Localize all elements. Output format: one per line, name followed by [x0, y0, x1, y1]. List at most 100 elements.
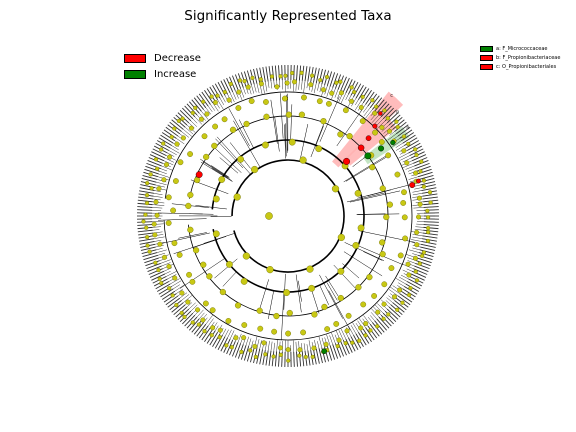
- leaf-label-mark: [326, 71, 333, 86]
- taxon-node: [337, 267, 345, 275]
- leaf-label-mark: [420, 181, 436, 186]
- taxon-node: [241, 335, 247, 341]
- taxon-node: [144, 193, 150, 198]
- taxon-node: [144, 201, 150, 206]
- taxon-node: [192, 247, 200, 254]
- taxon-node: [262, 141, 269, 149]
- leaf-label-mark: [137, 209, 153, 211]
- taxon-node: [345, 312, 352, 319]
- taxon-node: [242, 252, 250, 260]
- taxon-node: [157, 276, 162, 281]
- leaf-label-mark: [404, 286, 418, 295]
- branch-line: [212, 146, 242, 173]
- leaf-label-mark: [145, 260, 160, 267]
- leaf-label-mark: [139, 241, 155, 245]
- taxon-node: [388, 265, 395, 271]
- taxon-node: [257, 325, 264, 332]
- taxon-node: [172, 126, 177, 131]
- leaf-label-mark: [155, 142, 170, 151]
- leaf-label-mark: [167, 297, 180, 308]
- leaf-label-mark: [271, 65, 275, 81]
- taxon-node: [337, 294, 344, 302]
- taxon-node: [418, 169, 423, 174]
- taxon-node: [300, 329, 307, 336]
- leaf-label-mark: [137, 202, 153, 206]
- taxon-node: [301, 94, 307, 101]
- taxon-node: [245, 84, 251, 90]
- taxon-node: [170, 293, 175, 298]
- taxon-node: [278, 352, 283, 357]
- branch-line: [200, 158, 230, 179]
- taxon-node: [355, 284, 362, 291]
- taxon-node: [222, 89, 227, 95]
- clade-legend-label-c: c: O_Propionibacteriales: [496, 63, 557, 70]
- clade-c-swatch: [480, 63, 493, 70]
- leaf-label-mark: [259, 349, 263, 365]
- leaf-label-mark: [388, 306, 401, 318]
- branch-line: [268, 291, 274, 320]
- taxon-node: [357, 338, 362, 343]
- leaf-label-mark: [345, 79, 353, 94]
- taxon-node: [156, 186, 162, 192]
- leaf-label-mark: [372, 322, 383, 335]
- taxon-node: [266, 266, 274, 274]
- taxon-node: [420, 253, 425, 259]
- taxon-node: [379, 239, 386, 246]
- taxon-node: [229, 126, 237, 133]
- leaf-label-mark: [365, 91, 375, 105]
- leaf-label-mark: [196, 324, 207, 337]
- taxon-node: [221, 116, 228, 123]
- leaf-label-mark: [386, 112, 399, 124]
- leaf-label-mark: [142, 174, 158, 180]
- taxon-node: [381, 316, 386, 321]
- taxon-node: [182, 314, 187, 320]
- taxon-node: [291, 79, 297, 85]
- taxon-node: [395, 307, 400, 312]
- taxon-node: [386, 201, 393, 208]
- taxon-node: [413, 147, 418, 152]
- taxon-node: [379, 124, 385, 130]
- taxon-node: [242, 78, 247, 84]
- taxon-node: [284, 80, 290, 86]
- leaf-label-mark: [416, 260, 431, 267]
- taxon-node: [320, 118, 327, 125]
- taxon-node: [288, 138, 296, 146]
- leaf-label-mark: [265, 350, 269, 366]
- taxon-node: [211, 142, 218, 149]
- leaf-label-mark: [419, 249, 435, 254]
- taxon-node: [324, 74, 330, 80]
- taxon-node: [161, 254, 167, 260]
- taxon-node: [350, 340, 355, 345]
- taxon-node: [334, 80, 339, 85]
- taxon-node: [237, 78, 243, 83]
- leaf-label-mark: [271, 351, 275, 367]
- taxon-node: [176, 118, 181, 123]
- branch-line: [228, 108, 250, 147]
- decrease-node: [343, 157, 351, 165]
- leaf-label-mark: [369, 95, 380, 108]
- clade-legend-item-c: c: O_Propionibacteriales: [480, 62, 560, 71]
- taxon-node: [224, 343, 229, 348]
- leaf-label-mark: [160, 134, 174, 144]
- taxon-node: [171, 240, 178, 247]
- taxon-node: [169, 134, 174, 140]
- taxon-node: [360, 94, 365, 100]
- taxon-node: [338, 90, 344, 96]
- taxon-node: [201, 99, 206, 104]
- taxon-node: [170, 207, 177, 214]
- legend: Decrease Increase: [124, 50, 201, 82]
- branch-line: [349, 190, 401, 203]
- taxon-node: [425, 215, 431, 220]
- leaf-label-mark: [140, 246, 156, 251]
- taxon-node: [385, 152, 392, 159]
- taxon-node: [237, 155, 245, 163]
- leaf-label-mark: [231, 75, 239, 90]
- leaf-label-mark: [422, 235, 438, 239]
- taxon-node: [395, 124, 400, 130]
- leaf-label-mark: [340, 76, 347, 91]
- taxon-node: [252, 343, 258, 349]
- taxon-node: [179, 290, 185, 296]
- taxon-node: [406, 272, 412, 278]
- taxon-node: [310, 354, 315, 359]
